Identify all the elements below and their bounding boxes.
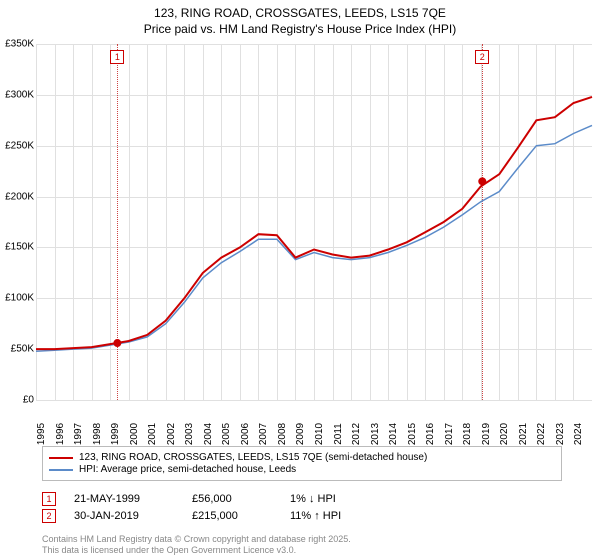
- y-tick-label: £300K: [5, 89, 34, 100]
- sales-table: 1 21-MAY-1999 £56,000 1% ↓ HPI 2 30-JAN-…: [42, 492, 380, 526]
- chart-plot-area: 12: [36, 44, 592, 400]
- sale-marker-icon: 1: [42, 492, 56, 506]
- x-tick-label: 2001: [147, 423, 158, 445]
- x-tick-label: 2017: [444, 423, 455, 445]
- x-tick-label: 2010: [314, 423, 325, 445]
- sale-marker-icon: 2: [42, 509, 56, 523]
- legend-item: HPI: Average price, semi-detached house,…: [49, 464, 555, 475]
- x-tick-label: 1996: [55, 423, 66, 445]
- sale-dot-icon: [113, 339, 121, 347]
- footer-line1: Contains HM Land Registry data © Crown c…: [42, 534, 351, 545]
- y-tick-label: £0: [23, 395, 34, 406]
- sale-row: 2 30-JAN-2019 £215,000 11% ↑ HPI: [42, 509, 380, 523]
- x-tick-label: 2006: [240, 423, 251, 445]
- sale-date: 21-MAY-1999: [74, 493, 174, 505]
- title-line2: Price paid vs. HM Land Registry's House …: [0, 22, 600, 38]
- sale-row: 1 21-MAY-1999 £56,000 1% ↓ HPI: [42, 492, 380, 506]
- line-layer: [36, 44, 592, 400]
- legend-label: HPI: Average price, semi-detached house,…: [79, 464, 296, 475]
- x-tick-label: 2008: [277, 423, 288, 445]
- series-line: [36, 97, 592, 349]
- x-tick-label: 2000: [129, 423, 140, 445]
- y-tick-label: £150K: [5, 242, 34, 253]
- title-line1: 123, RING ROAD, CROSSGATES, LEEDS, LS15 …: [0, 6, 600, 22]
- sale-delta: 11% ↑ HPI: [290, 510, 380, 522]
- legend-swatch: [49, 469, 73, 471]
- x-tick-label: 2019: [481, 423, 492, 445]
- footer-line2: This data is licensed under the Open Gov…: [42, 545, 351, 556]
- x-tick-label: 2023: [555, 423, 566, 445]
- x-tick-label: 2011: [333, 423, 344, 445]
- y-tick-label: £350K: [5, 39, 34, 50]
- x-tick-label: 2022: [536, 423, 547, 445]
- x-tick-label: 2015: [407, 423, 418, 445]
- y-tick-label: £100K: [5, 293, 34, 304]
- x-tick-label: 1999: [110, 423, 121, 445]
- y-axis: £0£50K£100K£150K£200K£250K£300K£350K: [0, 44, 36, 400]
- y-tick-label: £250K: [5, 140, 34, 151]
- x-tick-label: 2016: [425, 423, 436, 445]
- y-tick-label: £200K: [5, 191, 34, 202]
- x-tick-label: 2012: [351, 423, 362, 445]
- x-tick-label: 1997: [73, 423, 84, 445]
- footer: Contains HM Land Registry data © Crown c…: [42, 534, 351, 556]
- x-tick-label: 2024: [573, 423, 584, 445]
- chart-title: 123, RING ROAD, CROSSGATES, LEEDS, LS15 …: [0, 0, 600, 37]
- x-tick-label: 2021: [518, 423, 529, 445]
- sale-delta: 1% ↓ HPI: [290, 493, 380, 505]
- sale-price: £56,000: [192, 493, 272, 505]
- legend-item: 123, RING ROAD, CROSSGATES, LEEDS, LS15 …: [49, 452, 555, 463]
- x-tick-label: 2002: [166, 423, 177, 445]
- x-tick-label: 2013: [370, 423, 381, 445]
- sale-date: 30-JAN-2019: [74, 510, 174, 522]
- sale-dot-icon: [478, 177, 486, 185]
- x-tick-label: 1998: [92, 423, 103, 445]
- legend-label: 123, RING ROAD, CROSSGATES, LEEDS, LS15 …: [79, 452, 427, 463]
- legend-swatch: [49, 457, 73, 459]
- x-tick-label: 2018: [462, 423, 473, 445]
- x-axis: 1995 1996 1997 1998 1999 2000 2001 2002 2003 2004…: [36, 404, 592, 442]
- sale-price: £215,000: [192, 510, 272, 522]
- y-tick-label: £50K: [11, 344, 34, 355]
- x-tick-label: 2009: [295, 423, 306, 445]
- x-tick-label: 1995: [36, 423, 47, 445]
- x-tick-label: 2007: [258, 423, 269, 445]
- x-tick-label: 2004: [203, 423, 214, 445]
- x-tick-label: 2003: [184, 423, 195, 445]
- gridline: [36, 400, 592, 401]
- x-tick-label: 2005: [221, 423, 232, 445]
- x-tick-label: 2020: [499, 423, 510, 445]
- legend: 123, RING ROAD, CROSSGATES, LEEDS, LS15 …: [42, 446, 562, 481]
- x-tick-label: 2014: [388, 423, 399, 445]
